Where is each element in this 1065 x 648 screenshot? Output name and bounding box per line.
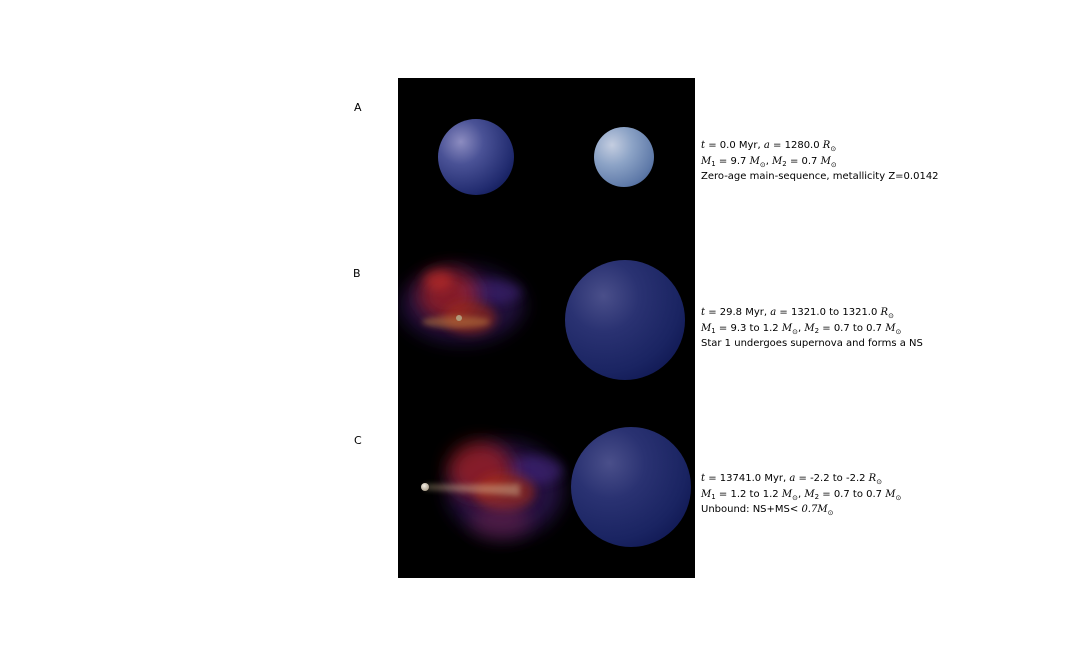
row-a-stars: [438, 119, 654, 195]
main-sequence-star-icon: [594, 127, 654, 187]
main-sequence-star-icon: [571, 427, 691, 547]
main-sequence-star-icon: [565, 260, 685, 380]
caption-a-line-2: M1 = 9.7 M⊙, M2 = 0.7 M⊙: [701, 155, 837, 169]
caption-c: t = 13741.0 Myr, a = -2.2 to -2.2 R⊙ M1 …: [701, 473, 901, 520]
supernova-remnant-cloud: [447, 442, 563, 538]
caption-b-line-1: t = 29.8 Myr, a = 1321.0 to 1321.0 R⊙: [701, 307, 894, 320]
main-sequence-star-icon: [438, 119, 514, 195]
caption-a: t = 0.0 Myr, a = 1280.0 R⊙ M1 = 9.7 M⊙, …: [701, 140, 939, 184]
caption-c-line-2: M1 = 1.2 to 1.2 M⊙, M2 = 0.7 to 0.7 M⊙: [701, 488, 902, 502]
row-c-m1: 1.2 to 1.2: [730, 488, 779, 500]
row-b-m1: 9.3 to 1.2: [730, 322, 779, 334]
row-a-m1: 9.7: [730, 155, 747, 167]
neutron-star-icon: [421, 483, 520, 496]
row-b-stars: [400, 260, 685, 380]
supernova-remnant-icon: [400, 267, 524, 343]
row-b-description: Star 1 undergoes supernova and forms a N…: [701, 338, 923, 349]
caption-c-line-1: t = 13741.0 Myr, a = -2.2 to -2.2 R⊙: [701, 473, 883, 486]
row-c-description: Unbound: NS+MS< 0.7M⊙: [701, 504, 834, 517]
row-c-description-math: < 0.7M: [789, 504, 828, 515]
caption-b: t = 29.8 Myr, a = 1321.0 to 1321.0 R⊙ M1…: [701, 307, 923, 351]
row-a-description: Zero-age main-sequence, metallicity Z=0.…: [701, 171, 939, 182]
row-b-m2: 0.7 to 0.7: [833, 322, 883, 334]
row-c-separation: -2.2 to -2.2: [810, 473, 866, 484]
row-label-a: A: [354, 101, 362, 114]
row-label-b: B: [353, 267, 361, 280]
caption-b-line-2: M1 = 9.3 to 1.2 M⊙, M2 = 0.7 to 0.7 M⊙: [701, 322, 902, 336]
row-a-m2: 0.7: [801, 155, 818, 167]
row-a-time: 0.0: [719, 140, 736, 151]
row-a-separation: 1280.0: [784, 140, 820, 151]
row-c-m2: 0.7 to 0.7: [833, 488, 883, 500]
caption-a-line-1: t = 0.0 Myr, a = 1280.0 R⊙: [701, 140, 837, 153]
row-label-c: C: [354, 434, 362, 447]
row-c-stars: [421, 427, 691, 547]
row-c-time: 13741.0: [719, 473, 762, 484]
row-b-time: 29.8: [719, 307, 743, 318]
row-c-description-prefix: Unbound: NS+MS: [701, 504, 790, 515]
row-b-separation: 1321.0 to 1321.0: [790, 307, 878, 318]
